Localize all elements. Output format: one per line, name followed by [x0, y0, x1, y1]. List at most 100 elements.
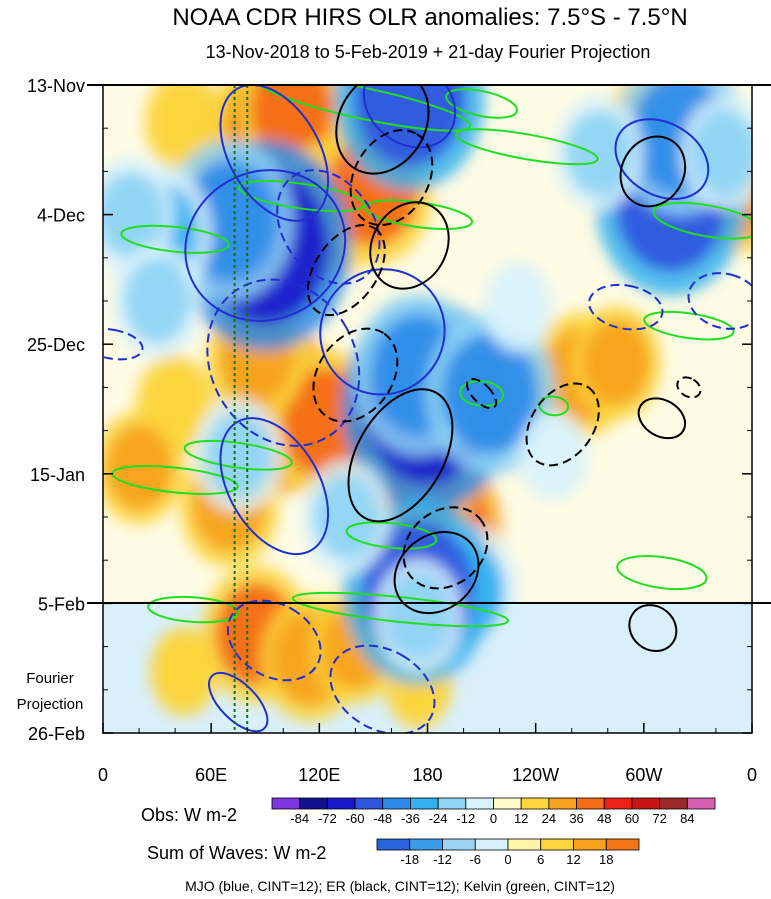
chart-subtitle: 13-Nov-2018 to 5-Feb-2019 + 21-day Fouri… [206, 42, 651, 62]
reference-lines [233, 85, 249, 733]
mjo-contour-9 [226, 599, 322, 682]
x-tick-label-3: 180 [412, 765, 442, 785]
mjo-contour-7 [206, 278, 361, 447]
obs-colorbar-swatch-0 [271, 797, 301, 810]
obs-colorbar-swatch-10 [548, 797, 577, 810]
waves-colorbar-tick-5: 12 [566, 852, 580, 867]
waves-colorbar-swatch-2 [442, 838, 476, 851]
obs-colorbar-label: Obs: W m-2 [141, 805, 237, 825]
waves-colorbar-tick-1: -12 [433, 852, 452, 867]
obs-colorbar-tick-13: 72 [652, 811, 666, 826]
er-contour-11 [525, 382, 600, 467]
er-contour-12 [466, 378, 498, 410]
waves-colorbar-swatch-7 [605, 838, 640, 851]
kelvin-contour-6 [652, 201, 752, 240]
obs-colorbar-tick-5: -24 [429, 811, 448, 826]
obs-colorbar-swatch-13 [631, 797, 661, 810]
waves-colorbar: Sum of Waves: W m-2 -18 -12 -6 0 6 12 18 [147, 838, 640, 867]
waves-colorbar-tick-0: -18 [400, 852, 419, 867]
anomaly-core-29 [353, 85, 466, 167]
plot-area [87, 84, 771, 734]
mjo-contour-13 [103, 328, 144, 361]
wave-legend: MJO (blue, CINT=12); ER (black, CINT=12)… [185, 878, 615, 894]
x-tick-label-4: 120W [512, 765, 559, 785]
anomaly-core-19 [105, 425, 173, 511]
waves-colorbar-swatch-5 [540, 838, 574, 851]
x-tick-label-6: 0 [747, 765, 757, 785]
mjo-contour-4 [319, 268, 446, 396]
anomaly-core-36 [691, 110, 752, 196]
obs-colorbar-tick-8: 12 [514, 811, 528, 826]
x-tick-label-2: 120E [298, 765, 340, 785]
er-contour-6 [628, 604, 678, 653]
kelvin-contour-5 [120, 224, 230, 254]
x-tick-label-1: 60E [195, 765, 227, 785]
anomaly-core-37 [492, 273, 544, 341]
er-contour-3 [393, 530, 480, 615]
mjo-contour-10 [329, 644, 436, 733]
obs-colorbar-tick-0: -84 [290, 811, 309, 826]
obs-colorbar-swatch-4 [382, 797, 411, 810]
kelvin-contour-7 [643, 310, 735, 341]
obs-colorbar-swatch-7 [465, 797, 494, 810]
kelvin-contour-2 [454, 128, 599, 166]
er-contour-2 [369, 201, 450, 290]
waves-colorbar-label: Sum of Waves: W m-2 [147, 843, 326, 863]
projection-label-line-1: Fourier [26, 670, 74, 687]
waves-colorbar-tick-3: 0 [504, 852, 511, 867]
obs-colorbar-swatch-8 [493, 797, 522, 810]
er-contour-4 [619, 135, 687, 208]
obs-colorbar-swatch-5 [410, 797, 439, 810]
waves-colorbar-tick-6: 18 [599, 852, 613, 867]
x-tick-label-5: 60W [625, 765, 662, 785]
kelvin-contour-10 [183, 439, 293, 471]
obs-colorbar-tick-1: -72 [318, 811, 337, 826]
mjo-contour-8 [276, 169, 381, 285]
waves-colorbar-swatch-4 [507, 838, 542, 851]
obs-colorbar-swatch-11 [576, 797, 605, 810]
obs-colorbar-tick-14: 84 [680, 811, 694, 826]
obs-colorbar-swatch-2 [326, 797, 356, 810]
kelvin-contour-15 [291, 591, 510, 628]
waves-colorbar-swatch-0 [376, 838, 411, 851]
kelvin-contour-1 [445, 88, 518, 119]
obs-colorbar-swatch-6 [437, 797, 467, 810]
kelvin-contour-0 [257, 85, 472, 132]
waves-colorbar-tick-2: -6 [469, 852, 481, 867]
obs-colorbar-tick-6: -12 [456, 811, 475, 826]
obs-colorbar-tick-4: -36 [401, 811, 420, 826]
anomaly-core-38 [528, 421, 580, 489]
y-tick-label-1: 4-Dec [37, 206, 85, 226]
chart-title: NOAA CDR HIRS OLR anomalies: 7.5°S - 7.5… [172, 4, 687, 31]
obs-colorbar-tick-10: 36 [569, 811, 583, 826]
obs-colorbar-tick-2: -60 [346, 811, 365, 826]
y-tick-label-3: 15-Jan [30, 465, 85, 485]
axes: 0 60E 120E 180 120W 60W 0 13-Nov 4-Dec 25-Dec 15-J… [27, 76, 757, 785]
anomaly-core-39 [123, 258, 191, 344]
er-contour-7 [312, 327, 399, 423]
mjo-contour-12 [687, 272, 752, 330]
waves-colorbar-tick-4: 6 [537, 852, 544, 867]
y-tick-label-0: 13-Nov [27, 76, 85, 96]
obs-colorbar-swatch-1 [299, 797, 328, 810]
anomaly-core-11 [583, 320, 650, 406]
er-contour-0 [347, 388, 454, 523]
er-contour-10 [402, 506, 489, 590]
obs-colorbar-swatch-12 [603, 797, 633, 810]
anomaly-core-42 [385, 573, 452, 659]
mjo-contour-0 [184, 169, 347, 322]
kelvin-contour-12 [345, 521, 438, 550]
mjo-contour-11 [588, 283, 664, 331]
anomaly-core-30 [442, 333, 539, 454]
y-tick-label-5: 26-Feb [28, 724, 85, 744]
anomaly-core-26 [103, 172, 164, 258]
y-tick-label-4: 5-Feb [38, 594, 85, 614]
obs-colorbar: Obs: W m-2 -84 -72 -60 -48 -36 -24 -12 0 12 24 36 4… [141, 797, 716, 826]
mjo-contour-5 [614, 118, 710, 200]
waves-colorbar-swatch-6 [573, 838, 607, 851]
kelvin-contour-13 [616, 555, 708, 591]
obs-colorbar-tick-3: -48 [373, 811, 392, 826]
obs-colorbar-tick-7: 0 [490, 811, 497, 826]
kelvin-contour-14 [147, 595, 240, 624]
